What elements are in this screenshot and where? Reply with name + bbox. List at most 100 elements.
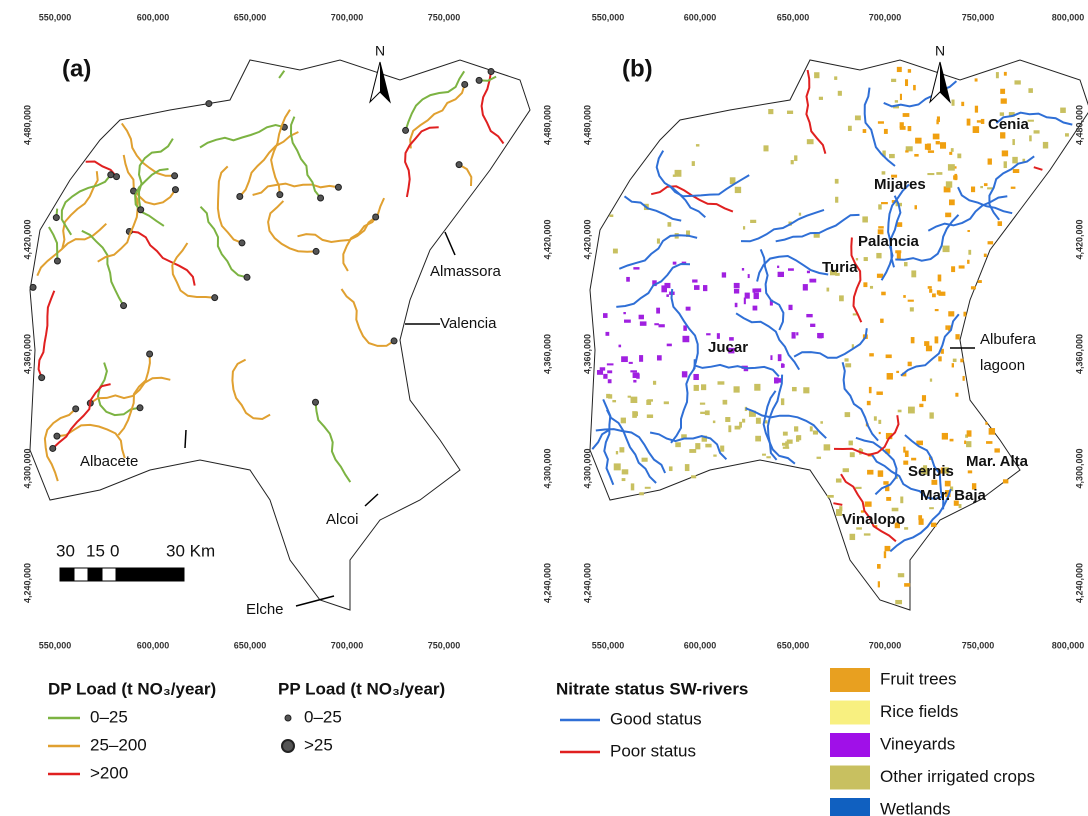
land-use-patch <box>910 307 914 311</box>
land-use-patch <box>703 285 707 291</box>
land-use-patch <box>884 551 886 558</box>
land-use-patch <box>654 323 659 325</box>
y-tick-label: 4,420,000 <box>1074 219 1084 259</box>
land-use-patch <box>967 430 972 436</box>
land-use-patch <box>935 309 939 311</box>
land-use-patch <box>693 374 698 380</box>
land-use-patch <box>612 400 616 402</box>
land-use-patch <box>630 370 637 372</box>
land-use-patch <box>878 581 880 587</box>
land-use-patch <box>728 425 731 432</box>
land-use-patch <box>908 407 915 414</box>
land-use-patch <box>794 426 798 431</box>
land-use-patch <box>864 257 868 261</box>
land-use-patch <box>959 504 962 508</box>
y-tick-label: 4,480,000 <box>1074 105 1084 145</box>
pp-point <box>312 399 318 405</box>
land-use-patch <box>898 410 902 413</box>
land-use-patch <box>766 456 770 458</box>
land-use-patch <box>1012 139 1015 145</box>
land-use-patch <box>928 150 934 153</box>
land-use-patch <box>908 300 914 302</box>
pp-point <box>108 172 114 178</box>
land-use-patch <box>855 487 861 489</box>
land-use-patch <box>619 447 624 452</box>
land-use-patch <box>867 401 871 405</box>
land-use-patch <box>748 274 750 278</box>
land-use-patch <box>814 72 819 78</box>
land-use-patch <box>959 265 965 268</box>
pointer-arrow <box>185 430 186 448</box>
land-use-patch <box>819 97 823 100</box>
land-use-patch <box>911 270 916 277</box>
land-use-patch <box>813 431 818 435</box>
land-use-patch <box>1002 150 1008 156</box>
land-use-patch <box>696 144 699 146</box>
land-use-patch <box>930 379 932 382</box>
land-use-patch <box>950 439 954 442</box>
land-use-patch <box>838 91 842 96</box>
land-use-patch <box>713 455 716 457</box>
land-use-patch <box>889 154 895 158</box>
place-label: Albufera <box>980 331 1037 348</box>
pp-point <box>403 127 409 133</box>
land-use-patch <box>796 332 798 335</box>
land-use-patch <box>929 507 934 509</box>
land-use-patch <box>608 394 612 398</box>
land-use-patch <box>1029 135 1032 141</box>
land-use-patch <box>1001 98 1007 103</box>
land-use-patch <box>629 362 633 364</box>
land-use-patch <box>966 441 971 447</box>
x-tick-label: 650,000 <box>777 12 810 22</box>
land-use-patch <box>609 214 613 217</box>
place-label: Alcoi <box>326 511 359 528</box>
land-use-patch <box>1014 80 1020 84</box>
land-use-patch <box>633 380 636 383</box>
land-use-patch <box>694 385 699 391</box>
land-use-patch <box>735 187 741 193</box>
land-use-patch <box>664 401 669 404</box>
land-use-patch <box>904 583 910 587</box>
land-use-patch <box>895 600 902 604</box>
place-label: Cenia <box>988 116 1030 133</box>
land-use-patch <box>919 404 923 407</box>
y-tick-label: 4,480,000 <box>22 105 32 145</box>
land-use-patch <box>700 412 705 414</box>
land-use-patch <box>827 495 834 498</box>
land-use-patch <box>692 161 695 166</box>
land-use-patch <box>605 332 609 336</box>
land-use-patch <box>686 307 691 311</box>
land-use-patch <box>981 119 984 124</box>
land-use-patch <box>874 416 877 420</box>
legend-label: Wetlands <box>880 799 951 816</box>
land-use-patch <box>935 336 939 343</box>
x-tick-label: 650,000 <box>777 640 810 650</box>
land-use-patch <box>608 379 612 383</box>
y-tick-label: 4,480,000 <box>582 105 592 145</box>
y-tick-label: 4,300,000 <box>582 448 592 488</box>
x-tick-label: 700,000 <box>869 12 902 22</box>
land-use-patch <box>742 268 744 271</box>
land-use-patch <box>1011 187 1016 189</box>
pp-point <box>50 445 56 451</box>
land-use-patch <box>936 119 938 124</box>
land-use-patch <box>616 451 618 454</box>
land-use-patch <box>735 426 741 430</box>
land-use-patch <box>911 337 915 343</box>
land-use-patch <box>810 324 815 327</box>
x-tick-label: 750,000 <box>428 640 461 650</box>
land-use-patch <box>657 238 660 243</box>
legend-swatch <box>830 766 870 790</box>
legend-swatch <box>830 733 870 757</box>
pp-point <box>488 69 494 75</box>
land-use-patch <box>849 441 853 446</box>
scale-bar <box>102 568 116 581</box>
pp-point <box>373 214 379 220</box>
land-use-patch <box>946 181 952 187</box>
land-use-patch <box>640 321 647 325</box>
land-use-patch <box>700 403 705 405</box>
land-use-patch <box>639 355 643 362</box>
land-use-patch <box>942 433 948 440</box>
legend-label: 0–25 <box>90 707 128 726</box>
land-use-patch <box>885 546 891 551</box>
